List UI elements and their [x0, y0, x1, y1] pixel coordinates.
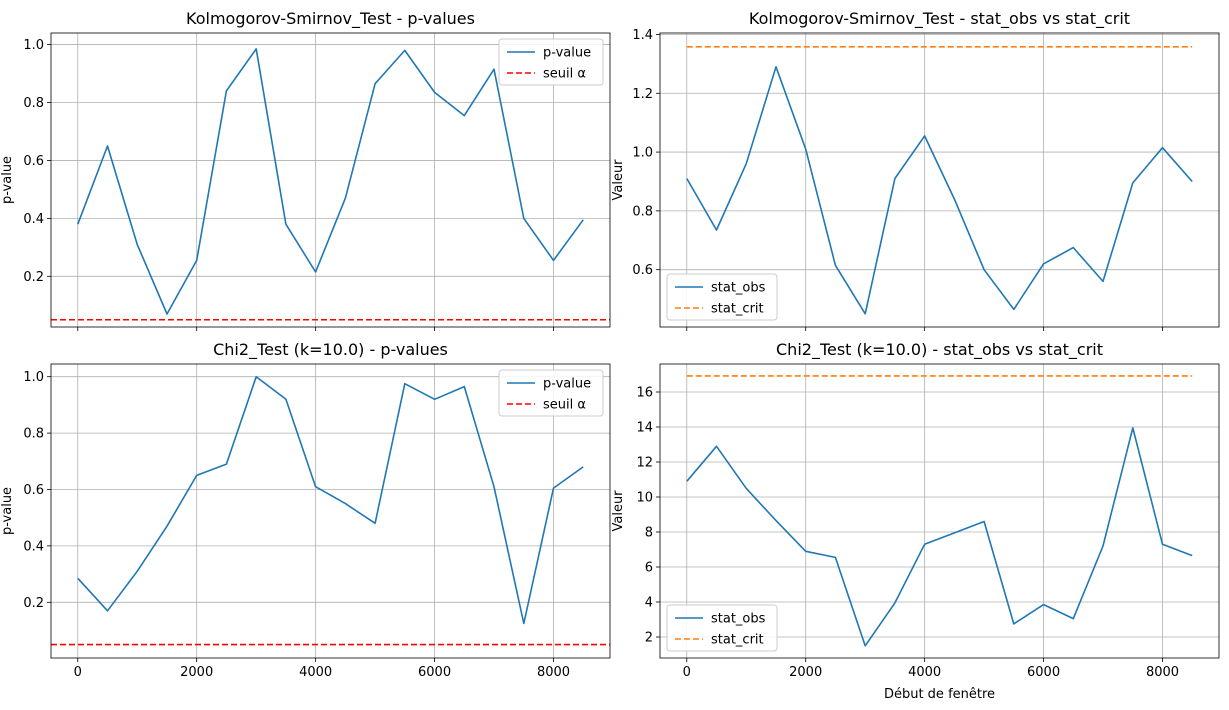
- series-line-stat_obs: [686, 427, 1193, 647]
- legend: stat_obs stat_crit: [666, 604, 778, 652]
- y-tick-label: 12: [636, 456, 653, 471]
- subplot-title: Chi2_Test (k=10.0) - p-values: [213, 340, 448, 360]
- y-tick-label: 1.4: [632, 28, 653, 43]
- legend-label: stat_obs: [711, 612, 766, 627]
- subplot-1: 0.2 0.4 0.6 0.8 1.0 Kolmogorov-Smirnov_Test -…: [0, 9, 611, 331]
- subplot-2: 0.6 0.8 1.0 1.2 1.4 Kolmogorov-Smirnov_Test -…: [611, 9, 1220, 331]
- y-tick-label: 1.2: [632, 87, 653, 102]
- y-axis-label: p-value: [0, 156, 15, 204]
- y-tick-label: 0.6: [23, 483, 44, 498]
- legend-label: stat_crit: [711, 302, 764, 317]
- legend: stat_obs stat_crit: [666, 273, 778, 321]
- y-tick-label: 0.8: [23, 427, 44, 442]
- series-line-pvalue: [77, 375, 584, 625]
- y-tick-label: 0.6: [23, 154, 44, 169]
- y-axis-label: p-value: [0, 487, 15, 535]
- y-tick-label: 16: [636, 386, 653, 401]
- legend: p-value seuil α: [498, 369, 604, 417]
- x-axis-label: Début de fenêtre: [884, 687, 995, 702]
- y-tick-label: 2: [645, 631, 653, 646]
- y-axis-label: Valeur: [611, 490, 626, 532]
- x-tick-label: 2000: [180, 665, 213, 680]
- axes-frame: [659, 32, 1220, 328]
- subplot-title: Kolmogorov-Smirnov_Test - p-values: [186, 9, 475, 29]
- subplot-3: 0 2000 4000 6000 8000 0.2 0.4 0.6 0.8 1.0 Chi2_Tes…: [0, 340, 611, 680]
- y-tick-label: 4: [645, 596, 653, 611]
- y-tick-label: 1.0: [23, 370, 44, 385]
- legend-label: p-value: [543, 46, 591, 61]
- legend-label: p-value: [543, 377, 591, 392]
- x-tick-label: 8000: [1146, 665, 1179, 680]
- subplot-4: 0 2000 4000 6000 8000 2 4 6 8 10 12 14 16 Chi2_Test (…: [611, 340, 1220, 702]
- legend-label: stat_crit: [711, 633, 764, 648]
- y-tick-label: 0.4: [23, 539, 44, 554]
- x-tick-label: 8000: [537, 665, 570, 680]
- y-tick-label: 0.6: [632, 263, 653, 278]
- x-tick-label: 2000: [789, 665, 822, 680]
- x-tick-label: 4000: [908, 665, 941, 680]
- y-tick-label: 8: [645, 526, 653, 541]
- y-tick-label: 1.0: [23, 38, 44, 53]
- y-tick-label: 14: [636, 421, 653, 436]
- y-tick-label: 1.0: [632, 146, 653, 161]
- axes-frame: [50, 363, 611, 659]
- subplot-title: Chi2_Test (k=10.0) - stat_obs vs stat_cr…: [776, 340, 1103, 360]
- y-tick-label: 0.4: [23, 212, 44, 227]
- y-axis-label: Valeur: [611, 159, 626, 201]
- subplot-title: Kolmogorov-Smirnov_Test - stat_obs vs st…: [749, 9, 1130, 29]
- grid: [660, 33, 1219, 327]
- x-tick-label: 6000: [418, 665, 451, 680]
- series-line-pvalue: [77, 48, 584, 315]
- legend-label: seuil α: [543, 67, 586, 82]
- x-tick-label: 0: [74, 665, 82, 680]
- x-tick-label: 4000: [299, 665, 332, 680]
- series-line-stat_obs: [686, 66, 1193, 315]
- y-tick-label: 10: [636, 491, 653, 506]
- y-tick-label: 0.8: [632, 204, 653, 219]
- x-tick-label: 0: [683, 665, 691, 680]
- y-tick-label: 6: [645, 561, 653, 576]
- y-tick-label: 0.8: [23, 96, 44, 111]
- y-tick-label: 0.2: [23, 596, 44, 611]
- y-tick-label: 0.2: [23, 270, 44, 285]
- axes-frame: [50, 32, 611, 328]
- x-tick-label: 6000: [1027, 665, 1060, 680]
- legend: p-value seuil α: [498, 38, 604, 86]
- legend-label: seuil α: [543, 398, 586, 413]
- legend-label: stat_obs: [711, 281, 766, 296]
- axes-frame: [659, 363, 1220, 659]
